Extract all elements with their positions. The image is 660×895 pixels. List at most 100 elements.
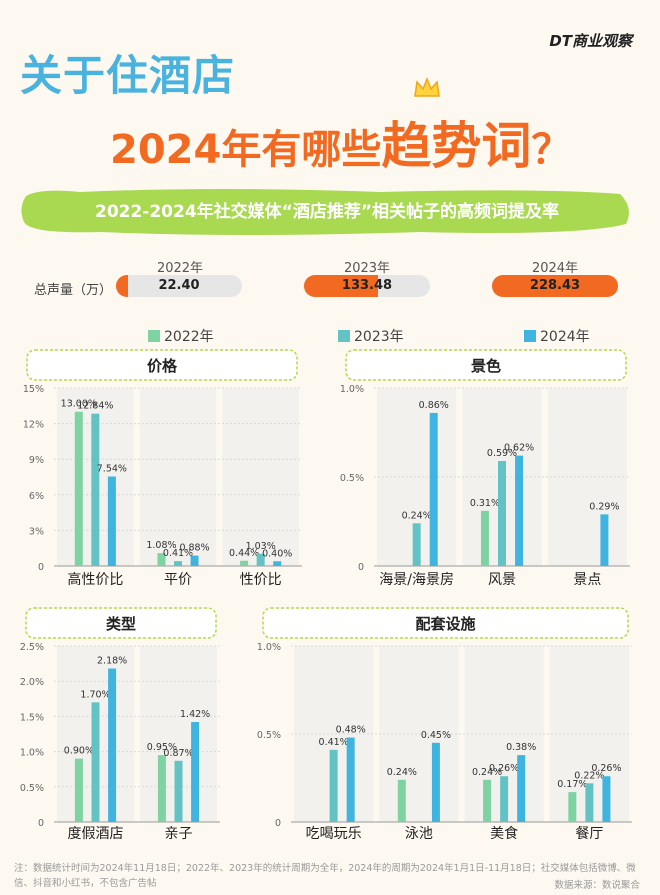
legend-2022: 2022年 bbox=[148, 326, 214, 346]
bar-2024年 bbox=[190, 555, 199, 566]
legend-2024: 2024年 bbox=[524, 326, 590, 346]
bar-2023年 bbox=[174, 760, 183, 822]
y-tick-label: 1.0% bbox=[257, 642, 281, 653]
volume-label: 总声量（万） bbox=[34, 283, 113, 298]
chart-title: 价格 bbox=[147, 357, 178, 375]
bar-value-label: 2.18% bbox=[97, 656, 127, 667]
bar-value-label: 1.08% bbox=[146, 540, 176, 551]
bar-2023年 bbox=[498, 460, 506, 566]
bar-2023年 bbox=[585, 783, 594, 822]
category-band bbox=[139, 388, 217, 566]
legend-label-2023: 2023年 bbox=[354, 329, 404, 345]
bar-2022年 bbox=[240, 560, 249, 566]
legend-swatch-2023 bbox=[338, 330, 350, 342]
chart-price: 价格 0 3% 6% 9% 12% 15% 13.00%12.84% 7.54% 高性价比 1.08… bbox=[23, 349, 302, 588]
category-label: 风景 bbox=[488, 572, 516, 588]
footnote: 注：数据统计时间为2024年11月18日；2022年、2023年的统计周期为全年… bbox=[14, 863, 636, 889]
title-line-1: 关于住酒店 bbox=[20, 51, 236, 100]
bar-value-label: 0.95% bbox=[147, 742, 177, 753]
bar-2024年 bbox=[602, 776, 611, 822]
y-tick-label: 1.5% bbox=[20, 712, 44, 723]
chart-title-box bbox=[345, 349, 627, 381]
bar-value-label: 0.31% bbox=[470, 498, 500, 509]
title-line-2-highlight: 趋势词 bbox=[381, 117, 532, 175]
bar-2023年 bbox=[174, 561, 182, 566]
bar-value-label: 0.22% bbox=[574, 770, 604, 781]
bar-value-label: 0.41% bbox=[163, 548, 193, 559]
bar-value-label: 0.24% bbox=[387, 767, 417, 778]
bar-2024年 bbox=[515, 455, 524, 566]
y-tick-label: 0 bbox=[38, 818, 44, 829]
volume-fill-2022 bbox=[116, 275, 128, 297]
subtitle-banner bbox=[21, 189, 629, 235]
category-label: 度假酒店 bbox=[68, 826, 124, 842]
y-tick-label: 15% bbox=[23, 384, 44, 395]
bar-value-label: 7.54% bbox=[97, 464, 127, 475]
volume-value-2024: 228.43 bbox=[529, 278, 581, 293]
bar-2024年 bbox=[346, 737, 355, 822]
subtitle: 2022-2024年社交媒体“酒店推荐”相关帖子的高频词提及率 bbox=[94, 202, 560, 222]
category-label: 性价比 bbox=[240, 572, 282, 588]
volume-pill-2024: 228.43 bbox=[492, 275, 618, 297]
bar-2024年 bbox=[108, 668, 117, 822]
bar-value-label: 0.41% bbox=[319, 737, 349, 748]
bar-2022年 bbox=[157, 755, 166, 822]
bar-value-label: 0.44% bbox=[229, 548, 259, 559]
category-label: 泳池 bbox=[405, 826, 433, 842]
bar-2024年 bbox=[600, 514, 609, 566]
legend-swatch-2022 bbox=[148, 330, 160, 342]
chart-title: 配套设施 bbox=[415, 615, 475, 633]
volume-value-2023: 133.48 bbox=[341, 278, 393, 293]
title-line-2: 2024年有哪些趋势词？ bbox=[110, 106, 571, 178]
y-tick-label: 2.5% bbox=[20, 642, 44, 653]
y-tick-label: 0 bbox=[38, 562, 44, 573]
legend-label-2022: 2022年 bbox=[164, 329, 214, 345]
bar-2022年 bbox=[568, 792, 577, 822]
y-tick-label: 2.0% bbox=[20, 677, 44, 688]
bar-value-label: 0.86% bbox=[419, 400, 449, 411]
y-tick-label: 0.5% bbox=[340, 473, 364, 484]
title-line-2-part-a: 2024年有哪些 bbox=[110, 127, 382, 173]
y-tick-label: 1.0% bbox=[340, 384, 364, 395]
volume-value-2022: 22.40 bbox=[158, 278, 200, 293]
bar-value-label: 1.03% bbox=[246, 541, 276, 552]
bar-2022年 bbox=[74, 411, 83, 566]
bar-value-label: 0.59% bbox=[487, 448, 517, 459]
bar-value-label: 0.26% bbox=[489, 763, 519, 774]
bar-2023年 bbox=[91, 413, 100, 566]
data-source: 数据来源：数说聚合 bbox=[554, 880, 640, 891]
bar-value-label: 0.29% bbox=[589, 501, 619, 512]
bar-value-label: 0.24% bbox=[472, 767, 502, 778]
y-tick-label: 0.5% bbox=[20, 783, 44, 794]
chart-title: 类型 bbox=[106, 615, 136, 633]
volume-fill-2023 bbox=[304, 275, 378, 297]
chart-scenery: 景色 0 0.5% 1.0% 0.24% 0.86% 海景/海景房 0.31% 0.59%0.6… bbox=[340, 349, 630, 588]
category-label: 亲子 bbox=[165, 826, 193, 842]
bar-2023年 bbox=[412, 523, 421, 566]
legend-label-2024: 2024年 bbox=[540, 329, 590, 345]
bar-2024年 bbox=[191, 722, 200, 822]
bar-2024年 bbox=[273, 561, 282, 566]
chart-title-box bbox=[26, 349, 298, 381]
bar-value-label: 1.42% bbox=[180, 709, 210, 720]
chart-facilities: 配套设施 0 0.5% 1.0% 0.41%0.48% 吃喝玩乐 0.24% 0.45% 泳池 0… bbox=[257, 607, 632, 842]
bar-2022年 bbox=[157, 553, 166, 566]
crown-icon bbox=[414, 76, 440, 97]
y-tick-label: 12% bbox=[23, 420, 44, 431]
title-line-2-mark: ？ bbox=[531, 127, 572, 173]
bar-value-label: 13.00% bbox=[61, 399, 97, 410]
bar-value-label: 0.40% bbox=[262, 548, 292, 559]
brand-logo: DT商业观察 bbox=[549, 32, 632, 50]
y-tick-label: 0.5% bbox=[257, 730, 281, 741]
volume-pill-2023: 133.48 bbox=[304, 275, 430, 297]
bar-2022年 bbox=[483, 779, 492, 822]
bar-2023年 bbox=[500, 776, 509, 822]
bar-2023年 bbox=[91, 702, 100, 822]
volume-year-2022: 2022年 bbox=[156, 261, 204, 276]
bar-value-label: 0.87% bbox=[163, 748, 193, 759]
bar-2024年 bbox=[429, 412, 438, 566]
bar-2024年 bbox=[107, 476, 116, 566]
bar-2022年 bbox=[397, 779, 406, 822]
chart-type: 类型 0 0.5% 1.0% 1.5% 2.0% 2.5% 0.90% 1.70% 2.18% 度假… bbox=[20, 607, 220, 842]
category-band bbox=[222, 388, 299, 566]
